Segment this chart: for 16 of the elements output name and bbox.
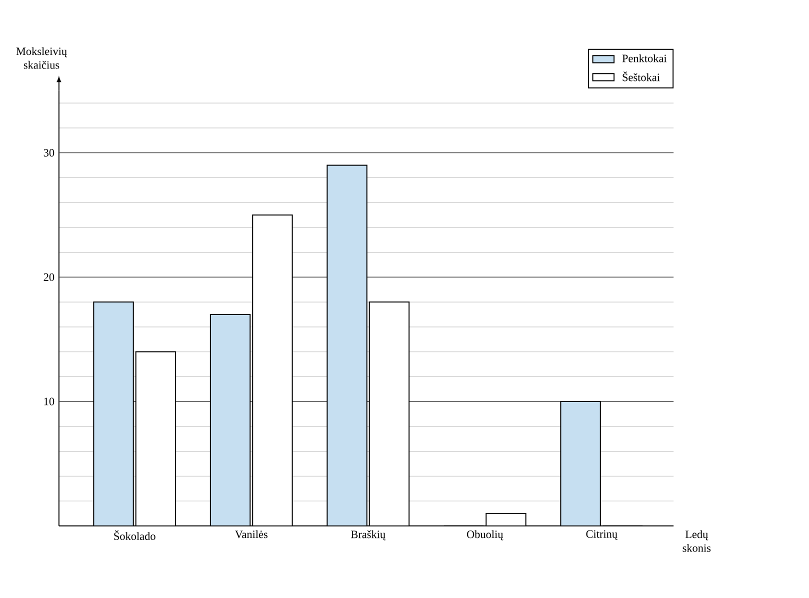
bar	[327, 165, 367, 526]
x-axis-title: Ledų skonis	[682, 530, 711, 552]
x-tick-label: Šokolado	[114, 530, 156, 540]
x-tick-label: Citrinų	[586, 530, 618, 540]
bar	[94, 302, 134, 526]
x-tick-label: Vanilės	[234, 530, 268, 538]
y-tick-label: 20	[44, 273, 54, 282]
bar	[210, 314, 250, 526]
bar	[560, 401, 601, 526]
x-tick-label: Braškių	[351, 530, 386, 540]
legend-label: Šeštokai	[622, 72, 660, 82]
y-axis-title: Moksleivių skaičius	[16, 47, 68, 69]
y-tick-label: 10	[44, 398, 54, 406]
x-tick-label: Obuolių	[466, 530, 504, 540]
legend-label: Penktokai	[622, 54, 667, 62]
y-tick-label: 30	[44, 149, 54, 157]
